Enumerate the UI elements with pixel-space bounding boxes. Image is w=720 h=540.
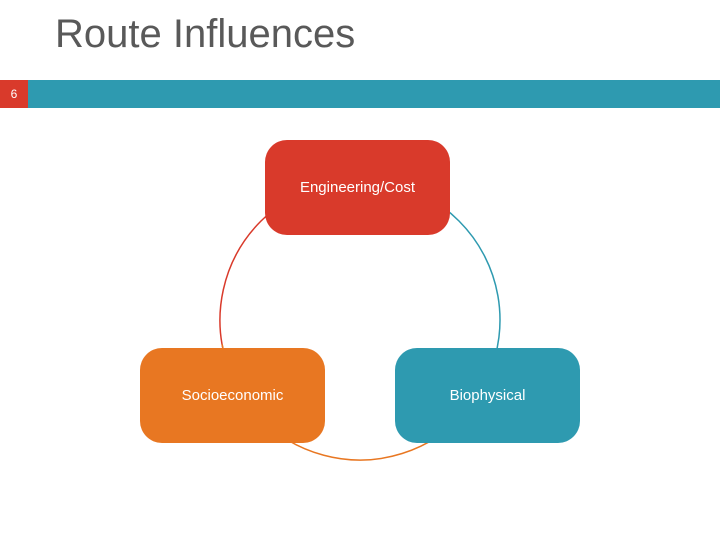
cycle-diagram-arcs xyxy=(0,0,720,540)
node-biophysical: Biophysical xyxy=(395,348,580,443)
node-engineering_cost: Engineering/Cost xyxy=(265,140,450,235)
node-socioeconomic: Socioeconomic xyxy=(140,348,325,443)
